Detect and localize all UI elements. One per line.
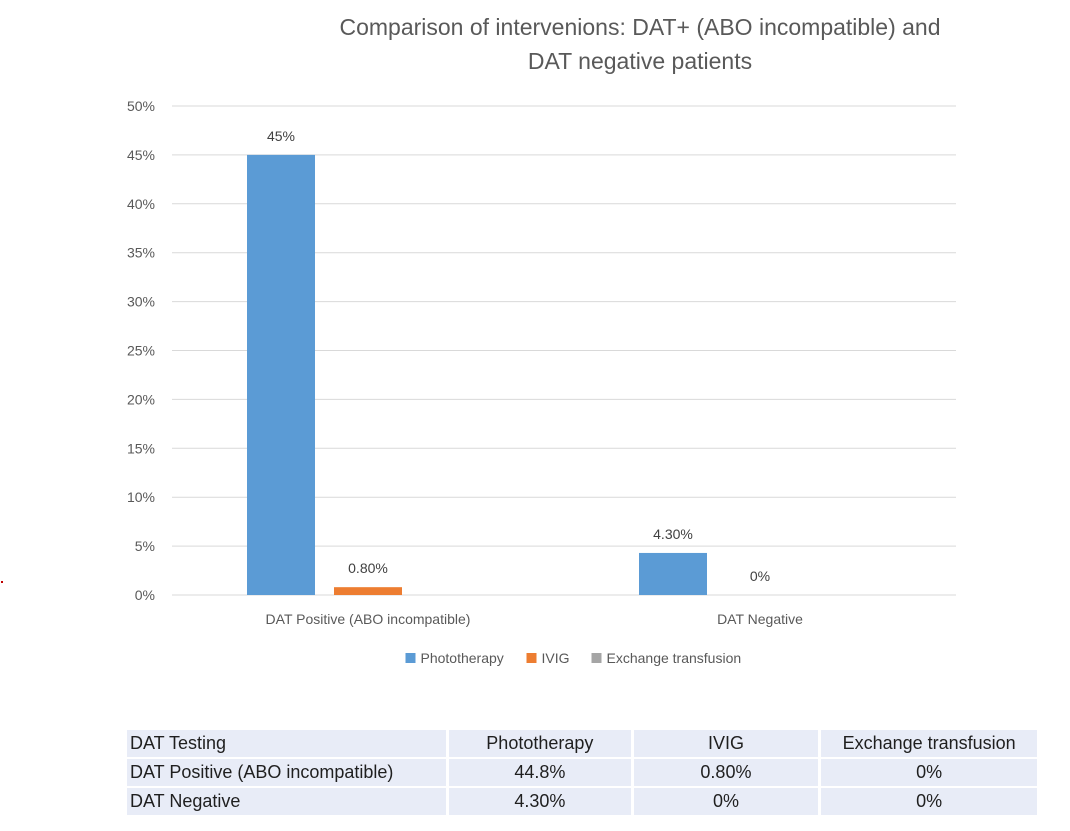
- y-tick-label: 50%: [127, 98, 155, 114]
- table-header-cell: Phototherapy: [449, 730, 631, 757]
- y-tick-label: 10%: [127, 489, 155, 505]
- category-labels: DAT Positive (ABO incompatible) DAT Negat…: [266, 611, 804, 627]
- table-cell: 44.8%: [449, 759, 631, 786]
- table-header-row: DAT Testing Phototherapy IVIG Exchange t…: [127, 730, 1037, 757]
- category-label: DAT Negative: [717, 611, 803, 627]
- table-header-cell: DAT Testing: [127, 730, 447, 757]
- table-cell: 4.30%: [449, 788, 631, 815]
- legend-swatch: [526, 653, 537, 663]
- stray-mark: [1, 581, 3, 583]
- table-cell: DAT Positive (ABO incompatible): [127, 759, 447, 786]
- data-labels: 45% 0.80% 4.30% 0%: [267, 128, 770, 584]
- data-table: DAT Testing Phototherapy IVIG Exchange t…: [124, 728, 1040, 817]
- table-cell: DAT Negative: [127, 788, 447, 815]
- y-tick-label: 30%: [127, 294, 155, 310]
- chart-title-line-2: DAT negative patients: [528, 48, 752, 74]
- legend-label: Phototherapy: [421, 650, 504, 666]
- category-label: DAT Positive (ABO incompatible): [266, 611, 471, 627]
- chart-title-line-1: Comparison of intervenions: DAT+ (ABO in…: [339, 14, 940, 40]
- data-label: 45%: [267, 128, 295, 144]
- y-tick-label: 40%: [127, 196, 155, 212]
- y-tick-label: 35%: [127, 245, 155, 261]
- table-header-cell: Exchange transfusion: [821, 730, 1037, 757]
- y-tick-label: 15%: [127, 440, 155, 456]
- bar-phototherapy: [639, 552, 707, 595]
- table-header-cell: IVIG: [633, 730, 819, 757]
- data-label: 4.30%: [653, 526, 693, 542]
- legend-label: IVIG: [542, 650, 570, 666]
- bar-chart: Comparison of intervenions: DAT+ (ABO in…: [127, 14, 956, 666]
- table-cell: 0.80%: [633, 759, 819, 786]
- bar-ivig: [334, 587, 402, 595]
- table-cell: 0%: [821, 759, 1037, 786]
- data-label: 0.80%: [348, 560, 388, 576]
- y-axis-ticks: 0% 5% 10% 15% 20% 25% 30% 35% 40% 45% 50%: [127, 98, 155, 603]
- bars: [247, 154, 707, 595]
- bar-phototherapy: [247, 154, 315, 595]
- legend: Phototherapy IVIG Exchange transfusion: [405, 650, 742, 666]
- table-cell: 0%: [633, 788, 819, 815]
- y-tick-label: 25%: [127, 343, 155, 359]
- legend-swatch: [591, 653, 602, 663]
- data-label: 0%: [750, 568, 770, 584]
- table-row: DAT Positive (ABO incompatible) 44.8% 0.…: [127, 759, 1037, 786]
- y-tick-label: 0%: [135, 587, 155, 603]
- y-tick-label: 20%: [127, 391, 155, 407]
- y-tick-label: 45%: [127, 147, 155, 163]
- legend-label: Exchange transfusion: [607, 650, 742, 666]
- y-tick-label: 5%: [135, 538, 155, 554]
- table-row: DAT Negative 4.30% 0% 0%: [127, 788, 1037, 815]
- legend-swatch: [405, 653, 416, 663]
- table-cell: 0%: [821, 788, 1037, 815]
